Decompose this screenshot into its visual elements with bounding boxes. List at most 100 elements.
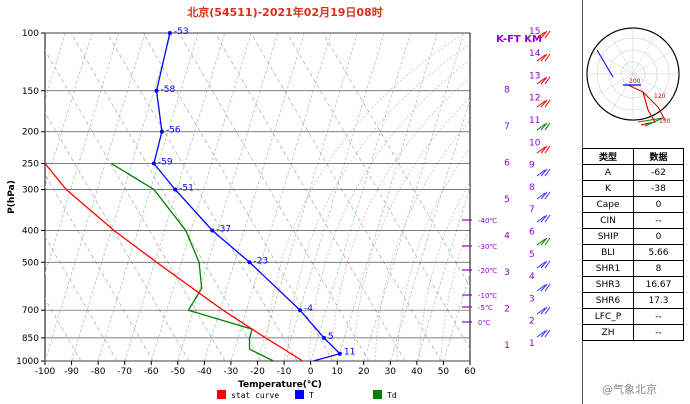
km-tick-label: 6 [504,159,510,169]
km-tick-label: 7 [504,122,510,132]
freezing-level-label: -40℃ [478,217,497,225]
x-tick-label: 20 [358,367,370,377]
kft-tick-label: 14 [529,49,541,59]
indices-row: ZH -- [582,324,684,341]
index-value: 17.3 [633,292,684,309]
freezing-level-label: -5℃ [478,304,493,312]
isotherm-line [363,33,465,361]
hodograph-spoke [609,73,634,114]
moist-line [308,59,470,361]
t-value-label: -59 [158,158,173,168]
hodograph-label: 150 [659,118,671,125]
wind-barb [536,306,551,315]
hodograph-spoke [632,73,673,98]
index-value: -- [633,308,684,325]
freezing-level-label: -20℃ [478,267,497,275]
wind-barb [536,99,551,108]
x-tick-label: 10 [331,367,343,377]
freezing-level-label: -30℃ [478,243,497,251]
t-value-label: -4 [304,304,313,314]
index-name: SHR6 [582,292,634,309]
dry-adiabat [45,298,82,361]
moist-line [264,33,466,361]
watermark: @气象北京 [602,383,657,396]
t-point [151,161,156,166]
dry-adiabat [142,33,334,361]
indices-row: SHR3 16.67 [582,276,684,293]
kft-tick-label: 13 [529,71,540,81]
isotherm-line [389,98,470,361]
wind-barb [536,237,551,246]
index-name: SHR3 [582,276,634,293]
hodograph-trace [637,117,664,127]
indices-row: BLI 5.66 [582,244,684,261]
freezing-level-label: 0℃ [478,319,490,327]
chart-title: 北京(54511)-2021年02月19日08时 [187,6,383,19]
y-tick-label: 250 [22,160,39,170]
index-value: -38 [633,180,684,197]
hodograph-spoke [593,73,634,98]
hodograph-spoke [609,34,634,75]
hodograph-spoke [632,34,657,75]
isotherm-line [283,33,385,361]
series-line-Td [111,162,274,361]
indices-row: SHIP 0 [582,228,684,245]
kft-tick-label: 3 [529,294,535,304]
t-value-label: -53 [174,27,189,37]
t-value-label: -23 [254,256,269,266]
kft-tick-label: 5 [529,250,535,260]
legend-swatch [295,390,304,399]
isotherm-line [204,33,305,361]
t-value-label: -58 [161,85,176,95]
dry-adiabat [45,49,226,361]
kft-tick-label: 11 [529,116,540,126]
x-tick-label: 60 [464,367,476,377]
y-tick-label: 300 [22,185,39,195]
freezing-level-label: -10℃ [478,292,497,300]
index-value: 0 [633,228,684,245]
x-tick-label: -100 [35,367,56,377]
index-value: -- [633,212,684,229]
t-point [210,228,215,233]
km-tick-label: 4 [504,232,510,242]
index-value: 16.67 [633,276,684,293]
moist-line [352,97,470,361]
dry-adiabat [322,33,470,288]
index-name: A [582,164,634,181]
moist-line [286,43,470,361]
y-tick-label: 150 [22,87,39,97]
indices-header-value: 数据 [633,148,684,165]
wind-barb [536,145,551,154]
index-name: SHIP [582,228,634,245]
dry-adiabat [45,236,118,361]
y-tick-label: 1000 [16,357,39,367]
t-point [337,351,342,356]
indices-header-type: 类型 [582,148,634,165]
legend-swatch [373,390,382,399]
x-tick-label: 30 [385,367,397,377]
wind-barb [536,283,551,292]
km-tick-label: 3 [504,268,510,278]
y-tick-label: 100 [22,29,39,39]
kft-tick-label: 4 [529,272,535,282]
dry-adiabat [250,33,442,361]
height-axis-label: K-FT KM [496,34,542,45]
t-point [247,260,252,265]
kft-tick-label: 9 [529,161,535,171]
wind-barb [536,122,551,131]
kft-tick-label: 2 [529,317,535,327]
hodograph-label: 200 [629,78,641,85]
km-tick-label: 8 [504,86,510,96]
isotherm-line [97,33,199,361]
index-name: ZH [582,324,634,341]
y-tick-label: 700 [22,306,39,316]
dry-adiabat [178,33,370,361]
y-tick-label: 400 [22,226,39,236]
kft-tick-label: 6 [529,228,535,238]
isotherm-line [45,33,93,188]
y-tick-label: 500 [22,258,39,268]
x-tick-label: -50 [170,367,185,377]
x-tick-label: -60 [144,367,159,377]
